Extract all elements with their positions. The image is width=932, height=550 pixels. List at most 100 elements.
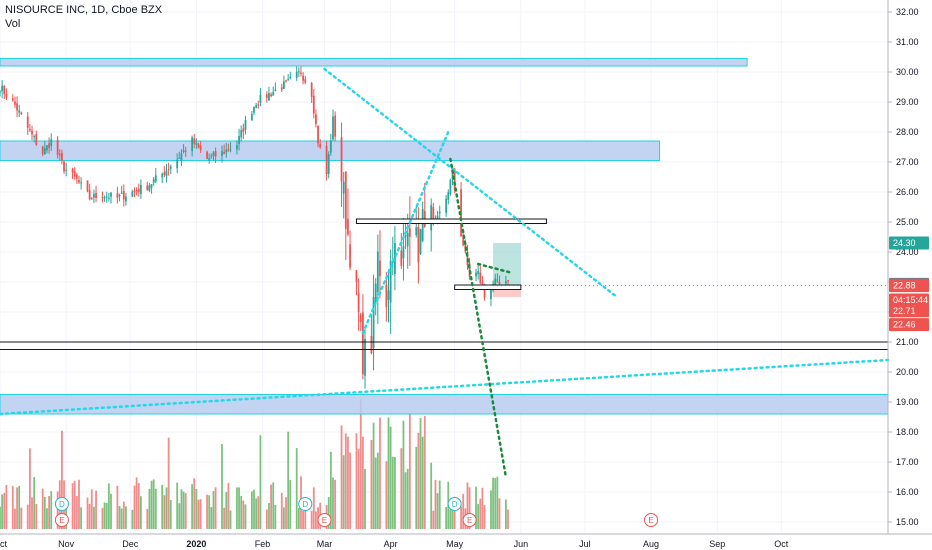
volume-bar: [101, 507, 104, 529]
volume-bar: [229, 510, 232, 529]
volume-bar: [206, 494, 208, 529]
volume-bar: [214, 487, 217, 529]
price-axis[interactable]: 32.00 31.00 30.00 29.00 28.00 27.00 26.00 25.00…: [887, 0, 919, 534]
price-tick-label: 28.00: [896, 127, 919, 137]
drawing-zones[interactable]: [0, 58, 889, 415]
candle-body: [80, 182, 83, 184]
candle-body: [344, 171, 347, 229]
tag-target: [889, 236, 929, 250]
candle-body: [496, 279, 499, 281]
earnings-marker: [462, 513, 477, 527]
candle-body: [430, 205, 433, 231]
event-letter: D: [59, 500, 65, 509]
trendline: [476, 262, 514, 275]
volume-bar: [33, 477, 36, 529]
volume-bar: [139, 496, 142, 529]
volume-bar: [265, 509, 268, 529]
candle-body: [295, 71, 298, 78]
candle-body: [481, 281, 484, 287]
candle-body: [438, 211, 441, 214]
candle-body: [236, 144, 238, 150]
candle-body: [387, 290, 390, 300]
candle-body: [355, 270, 358, 283]
volume-bar: [75, 496, 78, 529]
time-tick-label: Oct: [0, 539, 7, 549]
time-tick-label: Jun: [514, 539, 529, 549]
volume-bar: [312, 487, 315, 529]
candle-body: [178, 157, 181, 159]
candle-body: [329, 140, 332, 153]
candle-body: [107, 198, 110, 200]
tag-stop-label: 22.88: [893, 281, 916, 291]
candle-body: [421, 208, 424, 242]
candle-body: [33, 136, 36, 138]
event-letter: D: [302, 500, 308, 509]
candle-body: [58, 154, 61, 156]
volume-bar: [274, 505, 277, 529]
support-resistance-zone: [0, 394, 889, 415]
candle-body: [212, 152, 215, 156]
price-tick-label: 18.00: [896, 427, 919, 437]
volume-bar: [103, 502, 106, 529]
tag-countdown: [889, 293, 929, 307]
volume-bar: [494, 478, 497, 529]
candle-body: [404, 235, 407, 237]
event-letter: E: [467, 516, 472, 525]
dividend-marker: [298, 497, 313, 511]
candle-body: [20, 112, 23, 115]
volume-bar: [95, 490, 97, 529]
candle-body: [95, 192, 97, 199]
time-tick-label: Dec: [122, 539, 139, 549]
candle-body: [483, 289, 486, 298]
volume-bar: [479, 498, 482, 529]
candle-body: [462, 234, 465, 246]
time-tick-label: Oct: [774, 539, 789, 549]
candle-body: [361, 312, 364, 375]
candle-body: [71, 168, 74, 173]
candle-body: [449, 179, 452, 195]
candle-body: [417, 226, 420, 263]
time-axis[interactable]: Oct Nov Dec 2020 Feb Mar Apr May Jun Jul Aug Sep Oct: [0, 533, 932, 549]
candle-body: [242, 128, 245, 132]
candle-body: [370, 335, 373, 354]
trendline: [449, 157, 508, 479]
candle-body: [297, 71, 300, 73]
volume-bar: [5, 484, 8, 529]
volume-bar: [165, 487, 168, 529]
candle-body: [197, 144, 200, 148]
candle-body: [312, 95, 315, 114]
volume-bar: [372, 422, 375, 529]
candle-body: [406, 232, 409, 247]
volume-bar: [505, 499, 507, 529]
volume-bar: [436, 493, 439, 529]
candle-body: [176, 159, 179, 169]
volume-bar: [193, 478, 196, 529]
candle-body: [116, 193, 119, 198]
candle-body: [240, 130, 243, 138]
time-tick-label: Apr: [384, 539, 398, 549]
candle-body: [391, 262, 394, 264]
drawing-lines[interactable]: [0, 67, 890, 479]
candle-body: [208, 158, 211, 161]
volume-bar: [167, 437, 170, 529]
volume-bar: [146, 509, 149, 529]
volume-bar: [419, 418, 422, 529]
candle-body: [400, 250, 403, 266]
volume-bar: [11, 485, 14, 529]
event-letter: D: [452, 500, 458, 509]
candle-body: [14, 101, 16, 105]
candle-body: [327, 154, 330, 174]
volume-bar: [1, 494, 4, 529]
volume-bar: [460, 506, 462, 529]
volume-bar: [178, 503, 181, 529]
candle-body: [191, 137, 194, 152]
candle-body: [139, 184, 142, 195]
candle-body: [315, 114, 317, 124]
volume-bar: [176, 482, 179, 529]
volume-bar: [387, 417, 390, 529]
volume-bar: [90, 489, 93, 529]
candle-body: [88, 190, 91, 200]
volume-bar: [389, 426, 392, 529]
